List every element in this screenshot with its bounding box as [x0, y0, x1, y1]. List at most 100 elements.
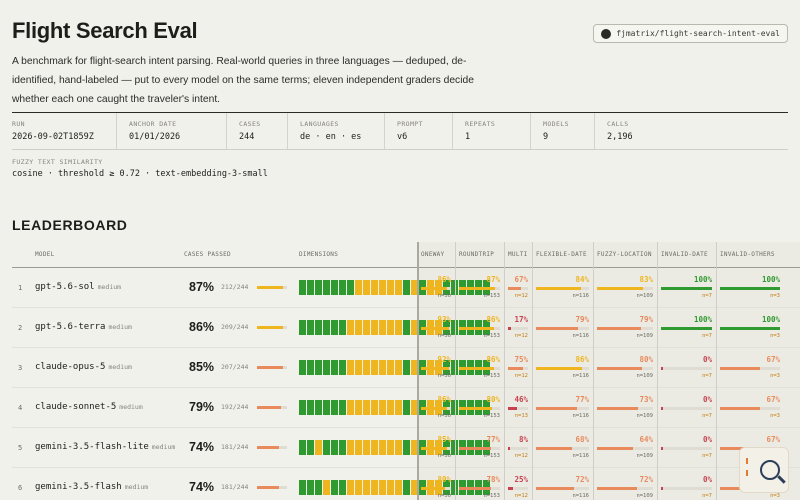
dimension-segment[interactable] [299, 440, 306, 455]
dimension-segment[interactable] [307, 480, 314, 495]
metric-cell[interactable]: 46% n=13 [504, 388, 532, 428]
dimension-segment[interactable] [387, 400, 394, 415]
dimension-segment[interactable] [411, 280, 418, 295]
zoom-widget[interactable] [739, 447, 789, 493]
dimension-segment[interactable] [323, 280, 330, 295]
col-oneway[interactable]: ONEWAY [421, 251, 445, 258]
dimension-segment[interactable] [371, 360, 378, 375]
dimension-segment[interactable] [363, 480, 370, 495]
table-row[interactable]: 5 gemini-3.5-flash-lite medium 74% 181/244 85… [12, 428, 800, 468]
dimension-segment[interactable] [339, 360, 346, 375]
metric-cell[interactable]: 85% n=50 [417, 428, 455, 468]
dimension-segment[interactable] [411, 400, 418, 415]
dimension-segment[interactable] [379, 440, 386, 455]
dimension-segment[interactable] [395, 320, 402, 335]
dimension-segment[interactable] [331, 440, 338, 455]
dimension-segment[interactable] [379, 400, 386, 415]
table-row[interactable]: 6 gemini-3.5-flash medium 74% 181/244 80% n=50… [12, 468, 800, 500]
metric-cell[interactable]: 77% n=116 [532, 388, 593, 428]
dimension-segment[interactable] [403, 280, 410, 295]
metric-cell[interactable]: 83% n=109 [593, 268, 657, 308]
dimension-segment[interactable] [323, 440, 330, 455]
dimension-segment[interactable] [363, 320, 370, 335]
metric-cell[interactable]: 0% n=7 [657, 348, 716, 388]
dimension-segment[interactable] [339, 320, 346, 335]
metric-cell[interactable]: 92% n=50 [417, 348, 455, 388]
metric-cell[interactable]: 93% n=50 [417, 308, 455, 348]
dimension-segment[interactable] [299, 400, 306, 415]
dimension-segment[interactable] [315, 400, 322, 415]
metric-cell[interactable]: 80% n=50 [417, 468, 455, 500]
dimension-segment[interactable] [371, 280, 378, 295]
col-cases-passed[interactable]: CASES PASSED [184, 251, 231, 258]
dimension-segment[interactable] [299, 360, 306, 375]
metric-cell[interactable]: 86% n=153 [455, 348, 504, 388]
dimension-segment[interactable] [299, 320, 306, 335]
metric-cell[interactable]: 0% n=7 [657, 468, 716, 500]
dimension-segment[interactable] [355, 280, 362, 295]
dimension-segment[interactable] [331, 480, 338, 495]
dimension-segment[interactable] [347, 440, 354, 455]
dimension-segment[interactable] [387, 440, 394, 455]
dimension-segment[interactable] [339, 400, 346, 415]
dimension-segment[interactable] [395, 480, 402, 495]
dimension-segment[interactable] [331, 400, 338, 415]
dimension-segment[interactable] [387, 280, 394, 295]
dimension-segment[interactable] [315, 360, 322, 375]
dimension-segment[interactable] [331, 320, 338, 335]
metric-cell[interactable]: 78% n=153 [455, 468, 504, 500]
metric-cell[interactable]: 0% n=7 [657, 428, 716, 468]
dimension-segment[interactable] [395, 400, 402, 415]
dimension-segment[interactable] [403, 440, 410, 455]
dimension-segment[interactable] [307, 360, 314, 375]
col-fuzzy-location[interactable]: FUZZY-LOCATION [597, 251, 652, 258]
metric-cell[interactable]: 100% n=3 [716, 268, 784, 308]
metric-cell[interactable]: 86% n=50 [417, 388, 455, 428]
metric-cell[interactable]: 84% n=116 [532, 268, 593, 308]
table-row[interactable]: 4 claude-sonnet-5 medium 79% 192/244 86% n=50 8… [12, 388, 800, 428]
dimension-segment[interactable] [355, 360, 362, 375]
dimension-segment[interactable] [299, 280, 306, 295]
dimension-segment[interactable] [315, 280, 322, 295]
repo-link[interactable]: fjmatrix/flight-search-intent-eval [593, 24, 788, 43]
dimension-segment[interactable] [395, 360, 402, 375]
dimension-segment[interactable] [307, 280, 314, 295]
dimension-segment[interactable] [403, 320, 410, 335]
dimension-segment[interactable] [299, 480, 306, 495]
dimension-segment[interactable] [411, 480, 418, 495]
dimension-segment[interactable] [451, 400, 458, 415]
metric-cell[interactable]: 68% n=116 [532, 428, 593, 468]
dimension-segment[interactable] [331, 280, 338, 295]
dimension-segment[interactable] [347, 480, 354, 495]
col-invalid-others[interactable]: INVALID-OTHERS [720, 251, 775, 258]
dimension-segment[interactable] [363, 440, 370, 455]
metric-cell[interactable]: 64% n=109 [593, 428, 657, 468]
dimension-segment[interactable] [451, 440, 458, 455]
metric-cell[interactable]: 100% n=7 [657, 268, 716, 308]
metric-cell[interactable]: 17% n=12 [504, 308, 532, 348]
dimension-segment[interactable] [387, 320, 394, 335]
dimension-segment[interactable] [403, 360, 410, 375]
dimension-segment[interactable] [371, 400, 378, 415]
dimension-segment[interactable] [395, 280, 402, 295]
dimension-segment[interactable] [371, 320, 378, 335]
dimension-segment[interactable] [371, 480, 378, 495]
dimension-segment[interactable] [387, 480, 394, 495]
metric-cell[interactable]: 79% n=109 [593, 308, 657, 348]
col-dimensions[interactable]: DIMENSIONS [299, 251, 339, 258]
dimension-segment[interactable] [307, 440, 314, 455]
dimension-segment[interactable] [355, 400, 362, 415]
dimension-segment[interactable] [411, 360, 418, 375]
metric-cell[interactable]: 86% n=50 [417, 268, 455, 308]
model-name[interactable]: gemini-3.5-flash medium [35, 482, 148, 492]
dimension-segment[interactable] [331, 360, 338, 375]
dimension-segment[interactable] [403, 480, 410, 495]
dimension-segment[interactable] [355, 320, 362, 335]
metric-cell[interactable]: 8% n=12 [504, 428, 532, 468]
table-row[interactable]: 1 gpt-5.6-sol medium 87% 212/244 86% n=50 87% n=… [12, 268, 800, 308]
model-name[interactable]: gemini-3.5-flash-lite medium [35, 442, 175, 452]
dimension-segment[interactable] [315, 440, 322, 455]
dimension-segment[interactable] [451, 320, 458, 335]
dimension-segment[interactable] [379, 480, 386, 495]
col-multi[interactable]: MULTI [508, 251, 528, 258]
